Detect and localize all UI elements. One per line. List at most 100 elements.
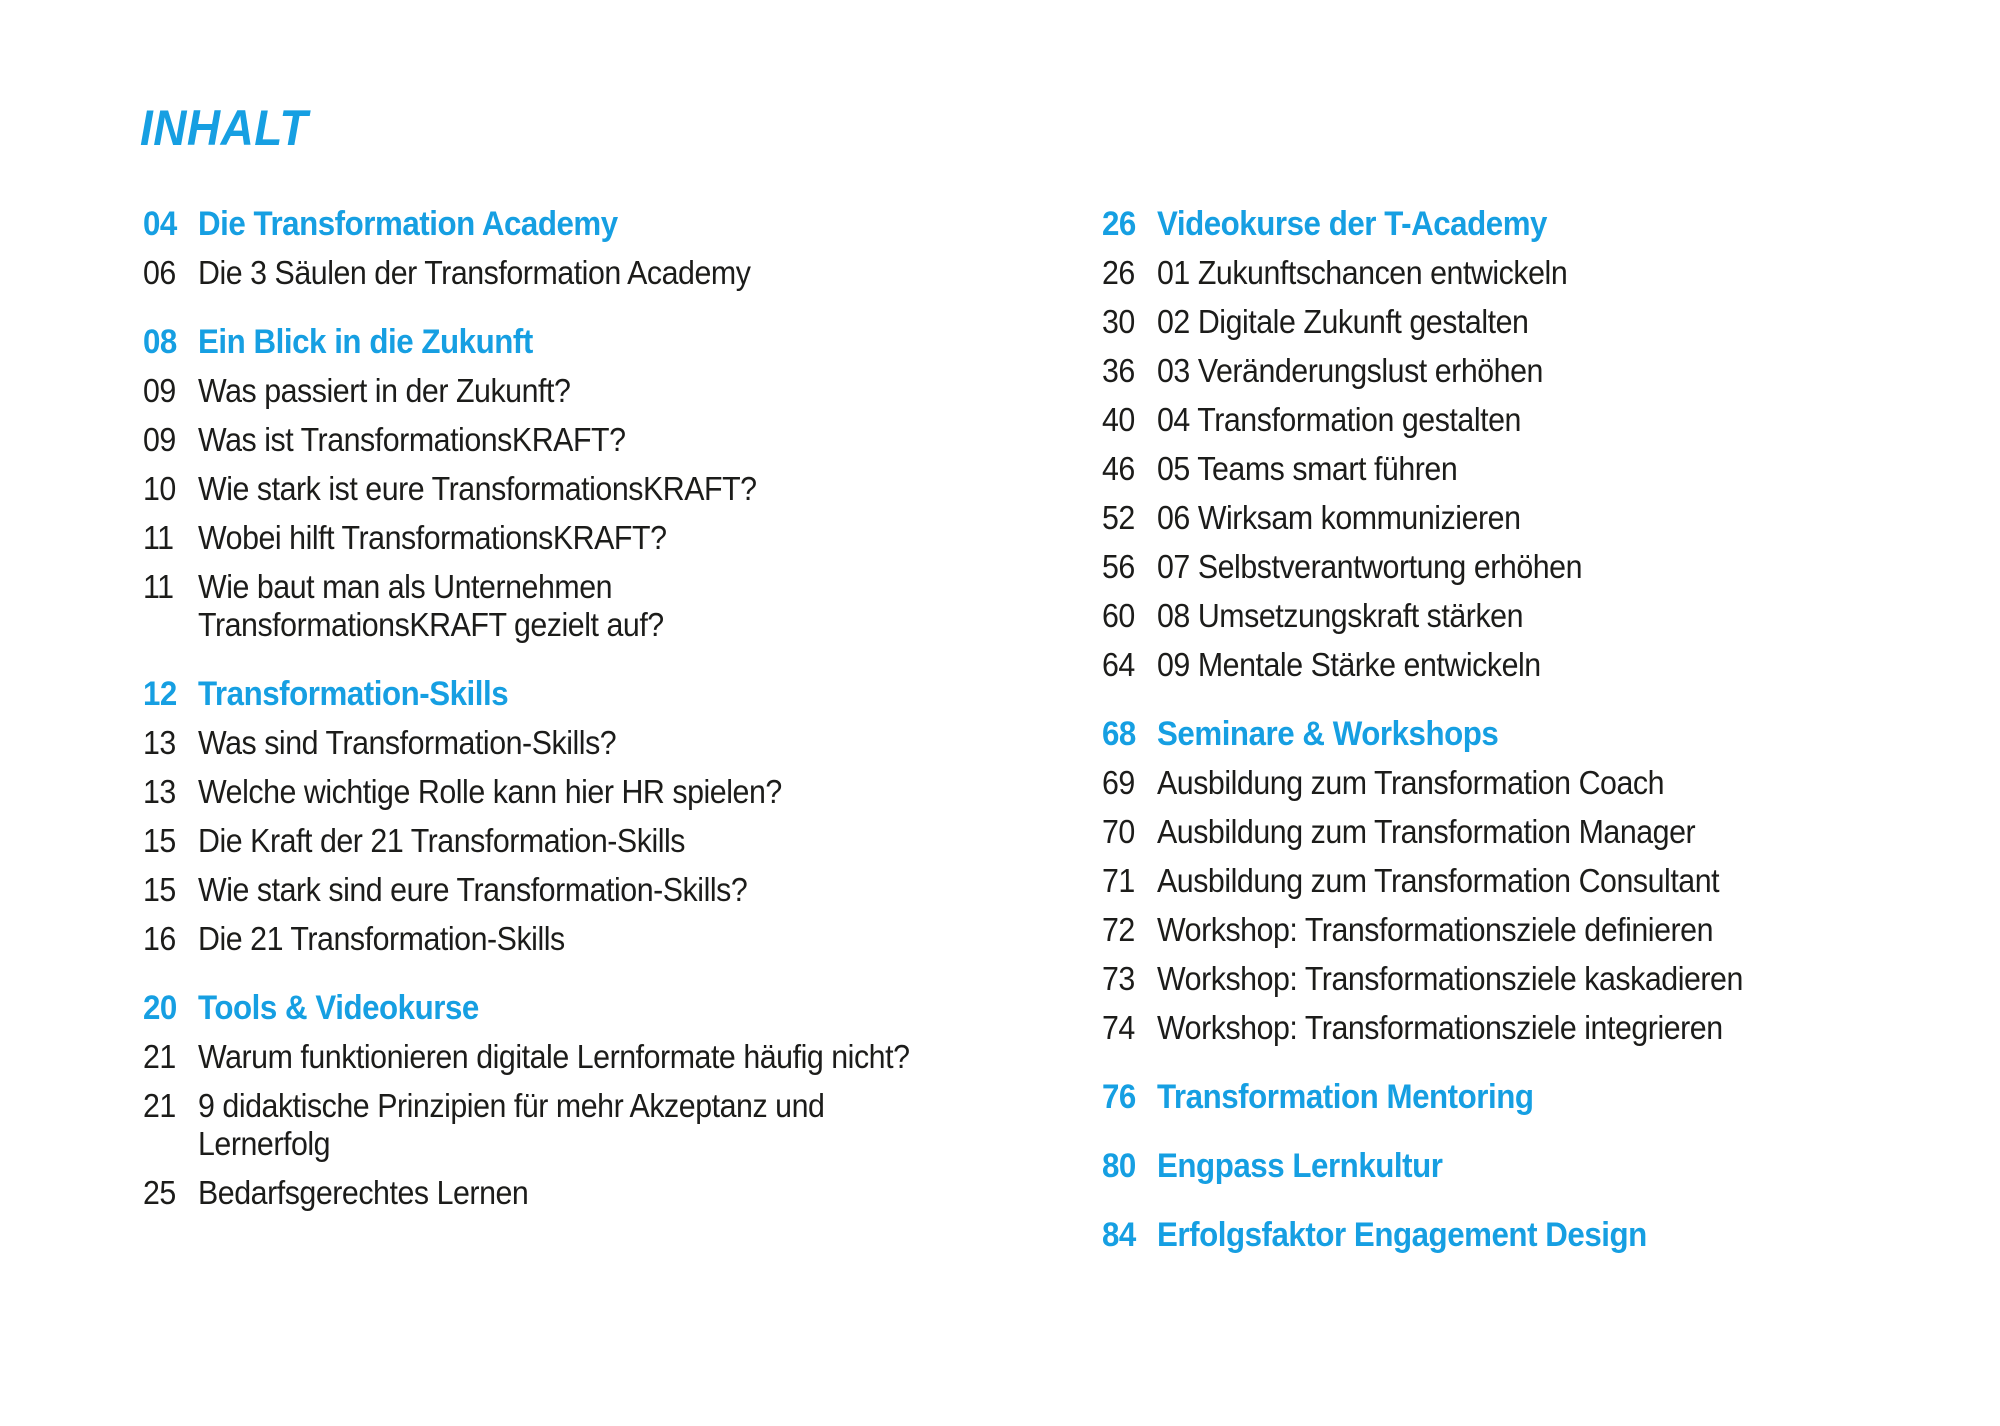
toc-entry: 36 03 Veränderungslust erhöhen: [1102, 352, 1972, 390]
toc-section-heading: 76 Transformation Mentoring: [1102, 1078, 1972, 1116]
toc-entry: 26 01 Zukunftschancen entwickeln: [1102, 254, 1972, 292]
toc-group: 68 Seminare & Workshops 69 Ausbildung zum T…: [1102, 715, 1972, 1047]
page-number: 10: [143, 470, 176, 507]
toc-entry: 09 Was ist TransformationsKRAFT?: [143, 421, 1043, 459]
entry-title: Workshop: Transformationsziele integrier…: [1157, 1009, 1723, 1046]
toc-entry: 11 Wobei hilft TransformationsKRAFT?: [143, 519, 1043, 557]
entry-title: 06 Wirksam kommunizieren: [1157, 499, 1521, 536]
toc-section-heading: 12 Transformation-Skills: [143, 675, 1043, 713]
section-title: Die Transformation Academy: [198, 205, 618, 243]
page-number: 15: [143, 871, 176, 908]
entry-title: Wie baut man als Unternehmen Transformat…: [198, 568, 664, 643]
page-title: INHALT: [140, 100, 308, 156]
toc-group: 04 Die Transformation Academy 06 Die 3 Säul…: [143, 205, 1043, 292]
toc-entry: 46 05 Teams smart führen: [1102, 450, 1972, 488]
toc-entry: 52 06 Wirksam kommunizieren: [1102, 499, 1972, 537]
entry-title: Bedarfsgerechtes Lernen: [198, 1174, 529, 1211]
page-number: 76: [1102, 1078, 1136, 1116]
entry-title: 03 Veränderungslust erhöhen: [1157, 352, 1543, 389]
entry-title: Warum funktionieren digitale Lernformate…: [198, 1038, 910, 1075]
entry-title: 01 Zukunftschancen entwickeln: [1157, 254, 1568, 291]
toc-entry: 15 Wie stark sind eure Transformation-Ski…: [143, 871, 1043, 909]
page-number: 36: [1102, 352, 1135, 389]
page-number: 04: [143, 205, 177, 243]
page-number: 73: [1102, 960, 1135, 997]
toc-column-left: 04 Die Transformation Academy 06 Die 3 Säul…: [143, 205, 1043, 1223]
page-number: 70: [1102, 813, 1135, 850]
section-title: Transformation-Skills: [198, 675, 509, 713]
toc-entry: 09 Was passiert in der Zukunft?: [143, 372, 1043, 410]
section-title: Ein Blick in die Zukunft: [198, 323, 533, 361]
entry-title: Workshop: Transformationsziele kaskadier…: [1157, 960, 1743, 997]
section-title: Videokurse der T-Academy: [1157, 205, 1547, 243]
entry-title: Ausbildung zum Transformation Manager: [1157, 813, 1696, 850]
toc-entry: 10 Wie stark ist eure TransformationsKRAF…: [143, 470, 1043, 508]
page-number: 09: [143, 372, 176, 409]
entry-title: 09 Mentale Stärke entwickeln: [1157, 646, 1541, 683]
page-number: 11: [143, 519, 174, 556]
entry-title: Die Kraft der 21 Transformation-Skills: [198, 822, 686, 859]
page-number: 11: [143, 568, 174, 605]
toc-group: 12 Transformation-Skills 13 Was sind Transf…: [143, 675, 1043, 958]
toc-section-heading: 80 Engpass Lernkultur: [1102, 1147, 1972, 1185]
toc-entry: 21 Warum funktionieren digitale Lernforma…: [143, 1038, 1043, 1076]
page-number: 64: [1102, 646, 1135, 683]
toc-section-heading: 26 Videokurse der T-Academy: [1102, 205, 1972, 243]
page-number: 68: [1102, 715, 1136, 753]
entry-title: Wobei hilft TransformationsKRAFT?: [198, 519, 667, 556]
entry-title: 07 Selbstverantwortung erhöhen: [1157, 548, 1583, 585]
toc-entry: 70 Ausbildung zum Transformation Manager: [1102, 813, 1972, 851]
entry-title: 9 didaktische Prinzipien für mehr Akzept…: [198, 1087, 825, 1162]
toc-entry: 69 Ausbildung zum Transformation Coach: [1102, 764, 1972, 802]
toc-section-heading: 84 Erfolgsfaktor Engagement Design: [1102, 1216, 1972, 1254]
entry-title: Ausbildung zum Transformation Coach: [1157, 764, 1665, 801]
toc-entry: 11 Wie baut man als Unternehmen Transform…: [143, 568, 1043, 644]
page-number: 26: [1102, 254, 1135, 291]
section-title: Tools & Videokurse: [198, 989, 479, 1027]
page-number: 15: [143, 822, 176, 859]
entry-title: Was sind Transformation-Skills?: [198, 724, 617, 761]
entry-title: 08 Umsetzungskraft stärken: [1157, 597, 1524, 634]
toc-section-heading: 20 Tools & Videokurse: [143, 989, 1043, 1027]
entry-title: 02 Digitale Zukunft gestalten: [1157, 303, 1529, 340]
entry-title: 05 Teams smart führen: [1157, 450, 1458, 487]
page-number: 46: [1102, 450, 1135, 487]
toc-section-heading: 68 Seminare & Workshops: [1102, 715, 1972, 753]
toc-entry: 74 Workshop: Transformationsziele integri…: [1102, 1009, 1972, 1047]
page-number: 13: [143, 773, 176, 810]
page-number: 25: [143, 1174, 176, 1211]
toc-entry: 21 9 didaktische Prinzipien für mehr Akze…: [143, 1087, 1043, 1163]
toc-entry: 56 07 Selbstverantwortung erhöhen: [1102, 548, 1972, 586]
entry-title: Workshop: Transformationsziele definiere…: [1157, 911, 1714, 948]
page-number: 20: [143, 989, 177, 1027]
toc-entry: 60 08 Umsetzungskraft stärken: [1102, 597, 1972, 635]
page-number: 60: [1102, 597, 1135, 634]
toc-group: 20 Tools & Videokurse 21 Warum funktioniere…: [143, 989, 1043, 1212]
toc-entry: 73 Workshop: Transformationsziele kaskadi…: [1102, 960, 1972, 998]
toc-entry: 15 Die Kraft der 21 Transformation-Skills: [143, 822, 1043, 860]
toc-entry: 30 02 Digitale Zukunft gestalten: [1102, 303, 1972, 341]
page-number: 71: [1102, 862, 1135, 899]
toc-section-heading: 04 Die Transformation Academy: [143, 205, 1043, 243]
page-number: 13: [143, 724, 176, 761]
entry-title: Die 3 Säulen der Transformation Academy: [198, 254, 751, 291]
page-number: 16: [143, 920, 176, 957]
toc-entry: 72 Workshop: Transformationsziele definie…: [1102, 911, 1972, 949]
page-number: 40: [1102, 401, 1135, 438]
toc-entry: 06 Die 3 Säulen der Transformation Academ…: [143, 254, 1043, 292]
toc-group: 08 Ein Blick in die Zukunft 09 Was passiert…: [143, 323, 1043, 644]
page-number: 80: [1102, 1147, 1136, 1185]
entry-title: Die 21 Transformation-Skills: [198, 920, 565, 957]
toc-column-right: 26 Videokurse der T-Academy 26 01 Zukunftsc…: [1102, 205, 1972, 1265]
toc-group: 26 Videokurse der T-Academy 26 01 Zukunftsc…: [1102, 205, 1972, 684]
page-number: 56: [1102, 548, 1135, 585]
toc-entry: 13 Welche wichtige Rolle kann hier HR spi…: [143, 773, 1043, 811]
toc-entry: 40 04 Transformation gestalten: [1102, 401, 1972, 439]
page-number: 74: [1102, 1009, 1135, 1046]
page-number: 69: [1102, 764, 1135, 801]
section-title: Erfolgsfaktor Engagement Design: [1157, 1216, 1647, 1254]
toc-entry: 25 Bedarfsgerechtes Lernen: [143, 1174, 1043, 1212]
page-number: 21: [143, 1087, 176, 1124]
page-number: 52: [1102, 499, 1135, 536]
